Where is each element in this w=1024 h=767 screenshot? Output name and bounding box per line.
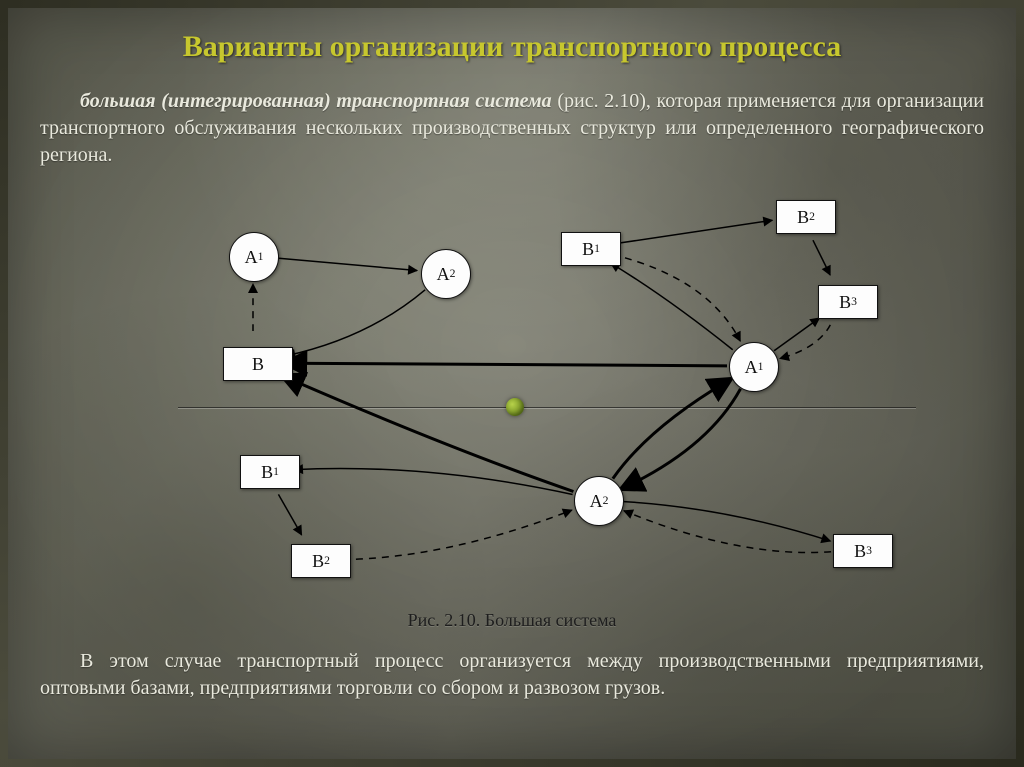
edge-B2B-A2B — [343, 510, 572, 559]
edge-B1T-A1R — [612, 254, 740, 341]
node-A2L: A2 — [421, 249, 471, 299]
node-B: B — [223, 347, 293, 381]
edge-A1R-B — [287, 363, 727, 366]
edge-B1B-B2B — [278, 494, 301, 534]
closing-paragraph: В этом случае транспортный процесс орган… — [40, 648, 984, 702]
node-B2T: B2 — [776, 200, 836, 234]
edge-A2L-B — [286, 290, 425, 356]
slide-title: Варианты организации транспортного проце… — [8, 30, 1016, 64]
diagram-area: A1 A2 B B1 B2 B3 A1 A2 B1 B2 B3 — [8, 188, 1024, 608]
node-A2B: A2 — [574, 476, 624, 526]
edge-A1R-B3T — [774, 318, 819, 351]
intro-paragraph: большая (интегрированная) транспортная с… — [40, 88, 984, 169]
node-B3B: B3 — [833, 534, 893, 568]
slide-root: Варианты организации транспортного проце… — [0, 0, 1024, 767]
edge-B2T-B3T — [813, 240, 830, 275]
node-B2B: B2 — [291, 544, 351, 578]
edge-A2B-B3B — [624, 502, 830, 541]
node-B1B: B1 — [240, 455, 300, 489]
edge-B1T-B2T — [613, 220, 773, 244]
figure-caption: Рис. 2.10. Большая система — [8, 610, 1016, 631]
intro-lead: большая (интегрированная) транспортная с… — [80, 90, 552, 112]
edge-A2B-B1B — [294, 468, 573, 494]
edge-A1R-B1T — [611, 263, 733, 350]
node-A1L: A1 — [229, 232, 279, 282]
node-A1R: A1 — [729, 342, 779, 392]
edge-A1R-A2B — [623, 389, 740, 488]
edge-A2B-B — [284, 377, 573, 492]
node-B1T: B1 — [561, 232, 621, 266]
node-B3T: B3 — [818, 285, 878, 319]
edge-A1L-A2L — [279, 258, 417, 270]
